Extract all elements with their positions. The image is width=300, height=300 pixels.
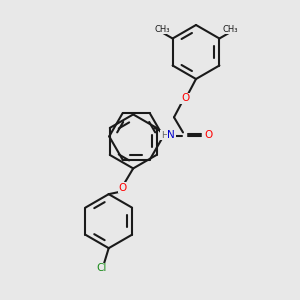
Text: H: H [161, 131, 168, 140]
Text: N: N [167, 130, 175, 140]
Text: CH₃: CH₃ [154, 25, 170, 34]
Text: O: O [205, 130, 213, 140]
Text: CH₃: CH₃ [222, 25, 238, 34]
Text: O: O [118, 183, 126, 193]
Text: Cl: Cl [96, 263, 106, 273]
Text: O: O [181, 93, 189, 103]
